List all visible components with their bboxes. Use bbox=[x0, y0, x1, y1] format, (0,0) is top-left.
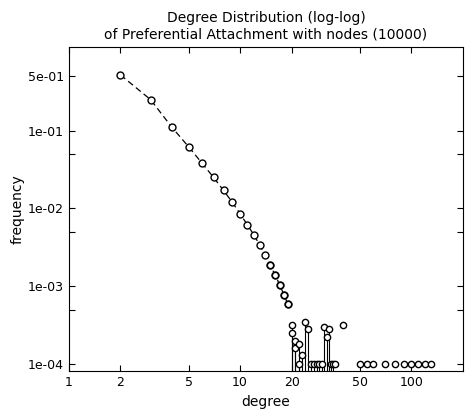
X-axis label: degree: degree bbox=[242, 395, 290, 409]
Title: Degree Distribution (log-log)
of Preferential Attachment with nodes (10000): Degree Distribution (log-log) of Prefere… bbox=[104, 11, 428, 41]
Y-axis label: frequency: frequency bbox=[11, 174, 25, 244]
